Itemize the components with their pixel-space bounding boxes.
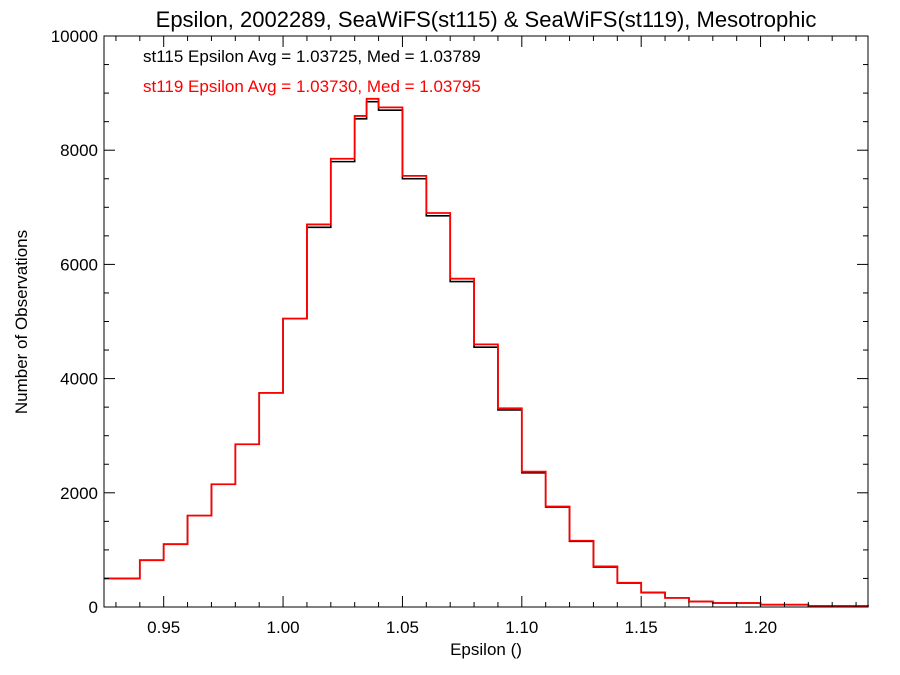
- x-tick-label: 1.00: [267, 618, 300, 637]
- series-layer: [104, 97, 869, 607]
- series-line-2: [104, 97, 869, 607]
- y-tick-label: 0: [89, 598, 98, 617]
- x-tick-label: 1.10: [505, 618, 538, 637]
- chart-title: Epsilon, 2002289, SeaWiFS(st115) & SeaWi…: [156, 7, 817, 32]
- annotation-st115: st115 Epsilon Avg = 1.03725, Med = 1.037…: [143, 47, 481, 66]
- y-tick-label: 10000: [51, 27, 98, 46]
- x-tick-label: 1.15: [625, 618, 658, 637]
- y-tick-label: 6000: [60, 255, 98, 274]
- annotation-st119: st119 Epsilon Avg = 1.03730, Med = 1.037…: [143, 77, 481, 96]
- x-axis: 0.95 1.00 1.05 1.10 1.15 1.20: [115, 36, 857, 637]
- x-tick-label: 1.05: [386, 618, 419, 637]
- series-line-1: [104, 100, 869, 607]
- y-tick-label: 8000: [60, 141, 98, 160]
- y-axis: 0 2000 4000 6000 8000 10000: [51, 27, 868, 617]
- x-axis-label: Epsilon (): [450, 640, 522, 659]
- plot-frame: [103, 35, 869, 608]
- y-tick-label: 2000: [60, 484, 98, 503]
- x-tick-label: 0.95: [147, 618, 180, 637]
- x-tick-label: 1.20: [744, 618, 777, 637]
- y-axis-label: Number of Observations: [12, 230, 31, 414]
- y-tick-label: 4000: [60, 370, 98, 389]
